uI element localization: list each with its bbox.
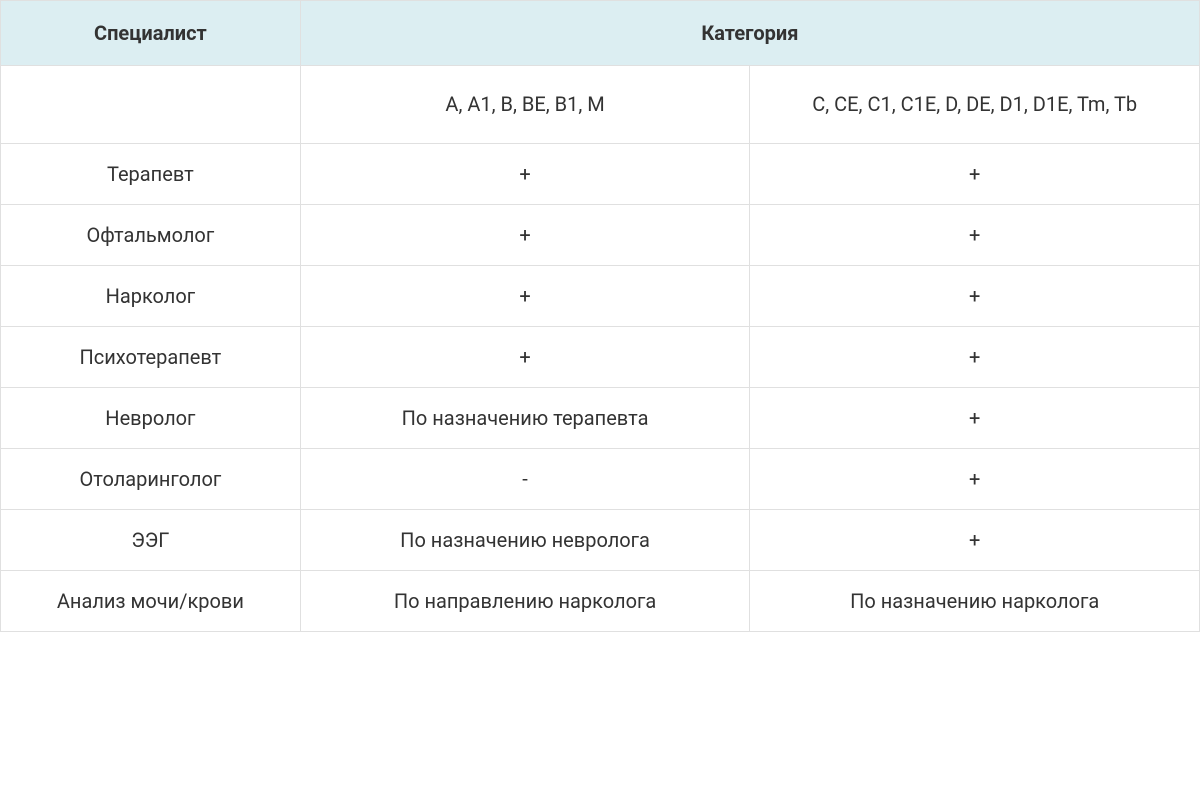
cell-cat1: + [300,266,750,327]
cell-specialist: Терапевт [1,144,301,205]
table-subheader-row: A, A1, B, BE, B1, M C, CE, C1, C1E, D, D… [1,66,1200,144]
header-category: Категория [300,1,1199,66]
cell-specialist: Офтальмолог [1,205,301,266]
table-row: ЭЭГ По назначению невролога + [1,510,1200,571]
table-row: Психотерапевт + + [1,327,1200,388]
cell-cat1: + [300,144,750,205]
table-row: Терапевт + + [1,144,1200,205]
cell-specialist: Невролог [1,388,301,449]
subheader-empty [1,66,301,144]
cell-cat2: + [750,510,1200,571]
header-specialist: Специалист [1,1,301,66]
subheader-cat1: A, A1, B, BE, B1, M [300,66,750,144]
cell-specialist: ЭЭГ [1,510,301,571]
cell-cat2: По назначению нарколога [750,571,1200,632]
cell-cat2: + [750,205,1200,266]
cell-cat1: - [300,449,750,510]
cell-cat2: + [750,388,1200,449]
cell-specialist: Анализ мочи/крови [1,571,301,632]
table-row: Анализ мочи/крови По направлению нарколо… [1,571,1200,632]
cell-specialist: Отоларинголог [1,449,301,510]
table-row: Отоларинголог - + [1,449,1200,510]
cell-cat2: + [750,449,1200,510]
cell-cat1: По назначению невролога [300,510,750,571]
table-row: Нарколог + + [1,266,1200,327]
cell-cat2: + [750,144,1200,205]
table-row: Невролог По назначению терапевта + [1,388,1200,449]
cell-cat2: + [750,327,1200,388]
cell-cat1: По назначению терапевта [300,388,750,449]
cell-cat1: + [300,327,750,388]
table-row: Офтальмолог + + [1,205,1200,266]
cell-specialist: Психотерапевт [1,327,301,388]
cell-cat1: По направлению нарколога [300,571,750,632]
specialists-table: Специалист Категория A, A1, B, BE, B1, M… [0,0,1200,632]
cell-cat1: + [300,205,750,266]
cell-cat2: + [750,266,1200,327]
cell-specialist: Нарколог [1,266,301,327]
table-header-row: Специалист Категория [1,1,1200,66]
subheader-cat2: C, CE, C1, C1E, D, DE, D1, D1E, Tm, Tb [750,66,1200,144]
